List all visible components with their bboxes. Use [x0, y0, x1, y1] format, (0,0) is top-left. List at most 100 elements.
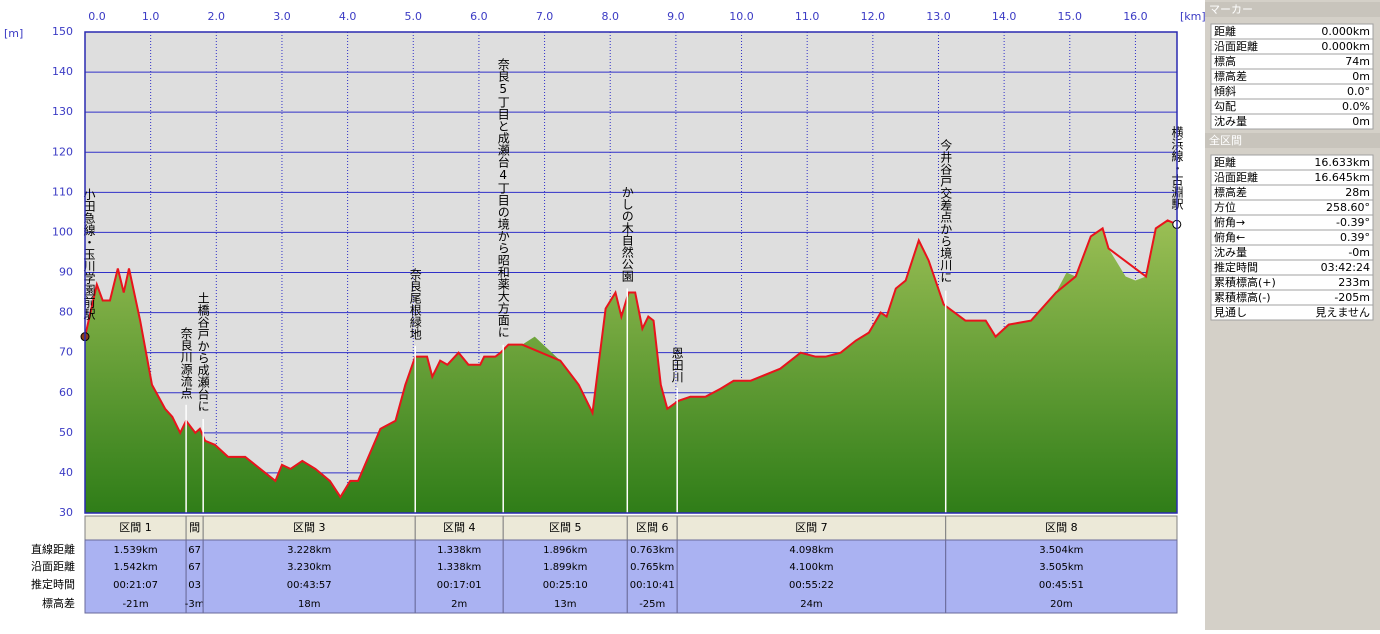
segment-cells: [202, 539, 416, 614]
y-tick-label: 150: [52, 25, 73, 38]
segment-header: [626, 515, 678, 541]
panel-title: マーカー: [1209, 3, 1253, 16]
panel-value: 28m: [1345, 186, 1370, 199]
panel-value: 74m: [1345, 55, 1370, 68]
segment-cell: 0.763km: [630, 545, 674, 556]
segment-name: 区間 6: [636, 521, 669, 534]
panel-value: 0.0°: [1347, 85, 1370, 98]
panel-value: 0.0%: [1342, 100, 1370, 113]
x-tick-label: 9.0: [667, 10, 685, 23]
waypoint-label: 奈良5丁目と成瀬台4丁目の境から昭和薬大方面に: [496, 58, 510, 338]
panel-value: 03:42:24: [1321, 261, 1370, 274]
x-tick-label: 3.0: [273, 10, 291, 23]
segment-cell: 4.098km: [789, 545, 833, 556]
x-tick-label: 7.0: [536, 10, 554, 23]
segment-cell: 3.228km: [287, 545, 331, 556]
panel-value: 16.645km: [1314, 171, 1370, 184]
segment-cell: 00:25:10: [543, 580, 588, 591]
segment-cell: 13m: [554, 599, 576, 610]
panel-key: 勾配: [1214, 100, 1236, 113]
panel-key: 傾斜: [1214, 84, 1236, 98]
waypoint-label: 奈良尾根緑地: [408, 268, 422, 340]
segment-cell: 0.765km: [630, 562, 674, 573]
segment-name: 区間 1: [119, 521, 152, 534]
x-tick-label: 6.0: [470, 10, 488, 23]
segment-name: 区間 4: [443, 521, 476, 534]
panel-value: 0m: [1352, 115, 1370, 128]
y-tick-label: 120: [52, 145, 73, 158]
segment-cell: 00:10:41: [630, 580, 675, 591]
panel-key: 標高差: [1214, 185, 1247, 199]
x-tick-label: 8.0: [601, 10, 619, 23]
waypoint-label: 小田急線・玉川学園前駅: [82, 188, 96, 321]
panel-key: 見通し: [1214, 306, 1247, 319]
x-tick-label: 11.0: [795, 10, 820, 23]
panel-value: 233m: [1338, 276, 1370, 289]
panel-value: 0.39°: [1340, 231, 1370, 244]
x-tick-label: 12.0: [861, 10, 886, 23]
segment-cell: 3.505km: [1039, 562, 1083, 573]
segment-cell: 67: [188, 562, 201, 573]
segment-cell: 1.542km: [113, 562, 157, 573]
segment-cell: 3.504km: [1039, 545, 1083, 556]
segment-cell: 2m: [451, 599, 467, 610]
panel-value: 見えません: [1315, 306, 1370, 319]
x-tick-label: 1.0: [142, 10, 160, 23]
segment-cells: [676, 539, 947, 614]
y-tick-label: 70: [59, 346, 73, 359]
plot-border: [84, 31, 1178, 514]
x-tick-label: 2.0: [208, 10, 226, 23]
x-tick-label: 10.0: [729, 10, 754, 23]
panel-key: 標高: [1214, 54, 1236, 68]
segment-cell: 00:17:01: [437, 580, 482, 591]
panel-value: -0.39°: [1336, 216, 1370, 229]
panel-header: [1205, 133, 1380, 148]
panel-key: 沿面距離: [1214, 170, 1258, 184]
panel-key: 俯角→: [1214, 215, 1245, 229]
segment-cells: [84, 539, 187, 614]
panel-value: 258.60°: [1326, 201, 1370, 214]
y-tick-label: 50: [59, 426, 73, 439]
panel-key: 累積標高(-): [1214, 290, 1271, 304]
segment-cell: 3.230km: [287, 562, 331, 573]
panel-value: 0m: [1352, 70, 1370, 83]
segment-cell: 00:21:07: [113, 580, 158, 591]
panel-value: 0.000km: [1321, 25, 1370, 38]
x-tick-label: 14.0: [992, 10, 1017, 23]
panel-key: 距離: [1214, 155, 1236, 169]
segment-cell: 1.539km: [113, 545, 157, 556]
panel-title: 全区間: [1209, 133, 1242, 147]
panel-value: -0m: [1348, 246, 1370, 259]
panel-key: 沿面距離: [1214, 39, 1258, 53]
panel-key: 累積標高(+): [1214, 275, 1276, 289]
x-tick-label: 5.0: [405, 10, 423, 23]
x-tick-label: 0.0: [88, 10, 106, 23]
panel-value: 16.633km: [1314, 156, 1370, 169]
segment-name: 区間 3: [293, 521, 326, 534]
segment-name: 区間 5: [549, 521, 582, 534]
y-tick-label: 30: [59, 506, 73, 519]
panel-value: -205m: [1334, 291, 1370, 304]
panel-key: 沈み量: [1214, 245, 1247, 259]
segment-cell: 18m: [298, 599, 320, 610]
waypoint-label: かしの木自然公園: [620, 186, 634, 282]
segment-header: [676, 515, 947, 541]
segment-cell: -21m: [123, 599, 149, 610]
panel-key: 俯角←: [1214, 230, 1245, 244]
panel-row: [1210, 113, 1374, 130]
segment-cell: 1.338km: [437, 562, 481, 573]
segment-cell: 4.100km: [789, 562, 833, 573]
segment-cells: [945, 539, 1178, 614]
segment-cell: 1.899km: [543, 562, 587, 573]
segment-name: 区間 7: [795, 521, 828, 534]
segment-cell: 00:43:57: [287, 580, 332, 591]
y-tick-label: 80: [59, 306, 73, 319]
segment-name: 間: [189, 521, 200, 534]
segment-cell: 03: [188, 580, 201, 591]
segment-header: [202, 515, 416, 541]
route-line: [84, 219, 1178, 499]
x-tick-label: 16.0: [1123, 10, 1148, 23]
segment-cell: -3m: [185, 599, 205, 610]
panel-key: 推定時間: [1214, 260, 1258, 274]
